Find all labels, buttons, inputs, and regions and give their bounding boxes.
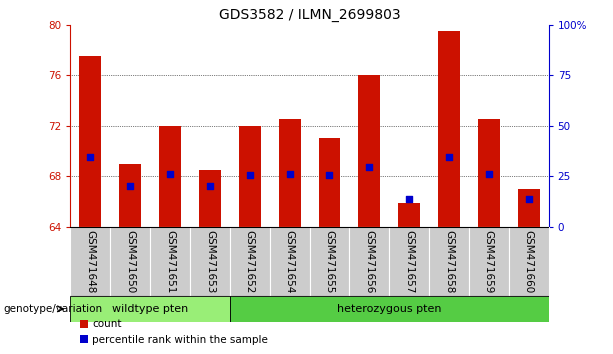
Bar [389, 227, 429, 296]
Bar [159, 126, 181, 227]
Point [444, 154, 454, 160]
Bar [509, 227, 549, 296]
Bar [429, 227, 469, 296]
Bar [310, 227, 349, 296]
Text: GSM471651: GSM471651 [165, 230, 175, 293]
Text: GSM471654: GSM471654 [284, 230, 295, 293]
Bar [279, 119, 300, 227]
Point [325, 172, 335, 178]
Bar [199, 170, 221, 227]
Bar [349, 227, 389, 296]
Bar [270, 227, 310, 296]
Text: GSM471657: GSM471657 [404, 230, 414, 293]
Bar [230, 296, 549, 322]
Text: GSM471653: GSM471653 [205, 230, 215, 293]
Bar [70, 296, 230, 322]
Bar [359, 75, 380, 227]
Text: GSM471652: GSM471652 [245, 230, 255, 293]
Point [364, 165, 374, 170]
Text: GSM471660: GSM471660 [524, 230, 534, 293]
Bar [319, 138, 340, 227]
Bar [398, 202, 420, 227]
Text: wildtype pten: wildtype pten [112, 304, 188, 314]
Bar [150, 227, 190, 296]
Bar [438, 31, 460, 227]
Point [125, 183, 135, 189]
Point [524, 196, 533, 202]
Bar [518, 189, 539, 227]
Bar [110, 227, 150, 296]
Bar [120, 164, 141, 227]
Bar [190, 227, 230, 296]
Bar [239, 126, 261, 227]
Text: GSM471648: GSM471648 [85, 230, 96, 293]
Text: GSM471658: GSM471658 [444, 230, 454, 293]
Text: heterozygous pten: heterozygous pten [337, 304, 441, 314]
Point [205, 183, 215, 189]
Bar [80, 56, 101, 227]
Bar [70, 227, 110, 296]
Point [405, 196, 414, 202]
Bar [230, 227, 270, 296]
Point [86, 154, 96, 160]
Text: GSM471656: GSM471656 [364, 230, 375, 293]
Title: GDS3582 / ILMN_2699803: GDS3582 / ILMN_2699803 [219, 8, 400, 22]
Point [245, 172, 255, 178]
Text: GSM471659: GSM471659 [484, 230, 494, 293]
Text: genotype/variation: genotype/variation [3, 304, 102, 314]
Point [484, 171, 494, 176]
Legend: count, percentile rank within the sample: count, percentile rank within the sample [75, 315, 272, 349]
Point [284, 171, 294, 176]
Text: GSM471655: GSM471655 [324, 230, 335, 293]
Bar [478, 119, 500, 227]
Point [166, 171, 175, 176]
Bar [469, 227, 509, 296]
Text: GSM471650: GSM471650 [125, 230, 135, 293]
